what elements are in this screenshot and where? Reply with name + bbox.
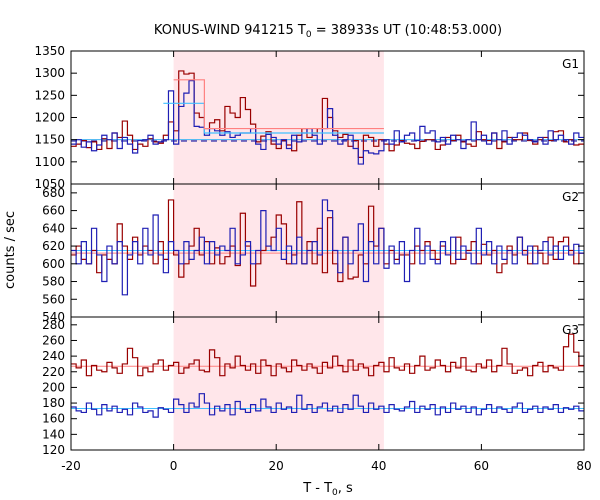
y-tick-label: 560: [42, 292, 65, 306]
series-line-g2-red: [71, 199, 584, 287]
series-line-g1-light-blue: [163, 102, 384, 134]
plot-area: 1050110011501200125013001350G15405605806…: [34, 44, 591, 473]
series-line-g2-blue: [71, 199, 584, 296]
y-tick-label: 160: [42, 412, 65, 426]
y-tick-label: 1250: [34, 88, 65, 102]
y-tick-label: 660: [42, 204, 65, 218]
y-tick-label: 240: [42, 349, 65, 363]
panel-label: G3: [562, 323, 579, 337]
y-tick-label: 1050: [34, 177, 65, 191]
y-tick-label: 680: [42, 186, 65, 200]
y-tick-label: 180: [42, 396, 65, 410]
y-tick-label: 220: [42, 365, 65, 379]
x-axis-label: T - T0, s: [302, 481, 353, 498]
x-tick-label: 80: [576, 459, 591, 473]
x-tick-label: 20: [269, 459, 284, 473]
x-tick-label: -20: [61, 459, 81, 473]
chart-title-main: KONUS-WIND 941215 T: [154, 23, 306, 38]
y-tick-label: 1150: [34, 133, 65, 147]
y-tick-label: 600: [42, 257, 65, 271]
highlight-region: [173, 51, 384, 184]
x-axis-label-rest: , s: [338, 481, 353, 496]
y-tick-label: 260: [42, 333, 65, 347]
chart-title: KONUS-WIND 941215 T0 = 38933s UT (10:48:…: [154, 23, 502, 40]
chart-title-rest: = 38933s UT (10:48:53.000): [312, 23, 502, 38]
series-line-g3-red: [71, 333, 584, 377]
panel-frame: [70, 316, 585, 451]
series-line-g1-light-red: [173, 79, 384, 130]
y-tick-label: 1100: [34, 155, 65, 169]
x-tick-label: 40: [371, 459, 386, 473]
highlight-region: [173, 317, 384, 450]
y-tick-label: 280: [42, 318, 65, 332]
x-axis-label-subscript: 0: [332, 488, 338, 498]
y-tick-label: 1300: [34, 66, 65, 80]
panel-label: G1: [562, 57, 579, 71]
panel-g1: 1050 1100 1150 1200 1250 1300 1350 G1: [34, 44, 585, 191]
series-line-g3-blue: [71, 393, 584, 418]
x-tick-label: 60: [474, 459, 489, 473]
panel-label: G2: [562, 190, 579, 204]
y-tick-label: 620: [42, 239, 65, 253]
y-axis-label: counts / sec: [3, 211, 18, 289]
panel-g2: 540 560 580 600 620 640 660 680 G2: [42, 183, 585, 324]
y-tick-label: 200: [42, 380, 65, 394]
y-tick-label: 120: [42, 443, 65, 457]
y-tick-label: 1350: [34, 44, 65, 58]
y-tick-label: 580: [42, 275, 65, 289]
chart-title-subscript: 0: [306, 30, 312, 40]
y-tick-label: 540: [42, 310, 65, 324]
series-line-g1-blue: [71, 80, 584, 165]
y-tick-label: 1200: [34, 111, 65, 125]
y-tick-label: 140: [42, 427, 65, 441]
y-tick-label: 640: [42, 221, 65, 235]
x-tick-label: 0: [170, 459, 178, 473]
x-axis-label-main: T - T: [302, 481, 332, 496]
